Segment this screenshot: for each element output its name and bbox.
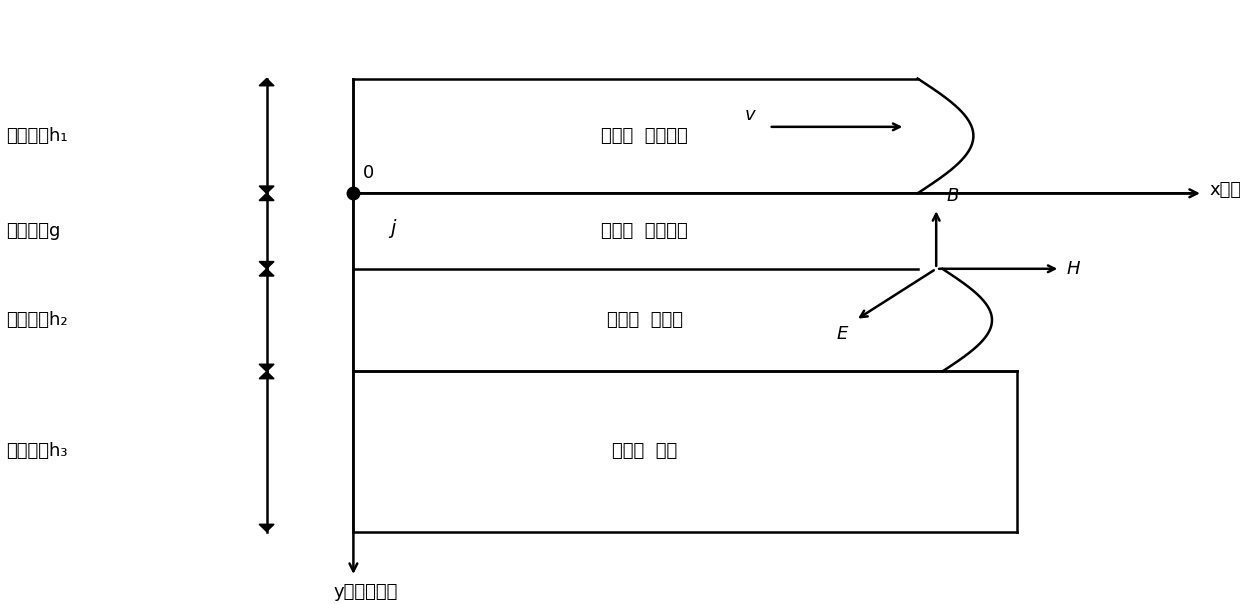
Text: 铝板厚度h₂: 铝板厚度h₂: [6, 311, 68, 329]
Polygon shape: [259, 193, 274, 201]
Text: y法向力方向: y法向力方向: [334, 583, 398, 601]
Polygon shape: [259, 364, 274, 371]
Text: 区域二  机械气隙: 区域二 机械气隙: [601, 222, 688, 240]
Text: $j$: $j$: [388, 216, 398, 240]
Text: x运动方向: x运动方向: [1209, 181, 1240, 199]
Polygon shape: [259, 371, 274, 379]
Text: 区域一  初级铁心: 区域一 初级铁心: [601, 127, 688, 145]
Text: 机械气隙g: 机械气隙g: [6, 222, 61, 240]
Text: $E$: $E$: [836, 325, 849, 343]
Text: $H$: $H$: [1066, 260, 1081, 278]
Polygon shape: [259, 524, 274, 532]
Polygon shape: [259, 262, 274, 269]
Polygon shape: [259, 186, 274, 193]
Polygon shape: [259, 79, 274, 86]
Text: 区域三  感应板: 区域三 感应板: [606, 311, 683, 329]
Text: 0: 0: [363, 164, 374, 182]
Text: 区域四  背铁: 区域四 背铁: [613, 443, 677, 460]
Text: $B$: $B$: [946, 187, 960, 205]
Text: 初级厚度h₁: 初级厚度h₁: [6, 127, 68, 145]
Polygon shape: [259, 269, 274, 276]
Text: $v$: $v$: [744, 106, 756, 124]
Text: 背铁厚度h₃: 背铁厚度h₃: [6, 443, 68, 460]
